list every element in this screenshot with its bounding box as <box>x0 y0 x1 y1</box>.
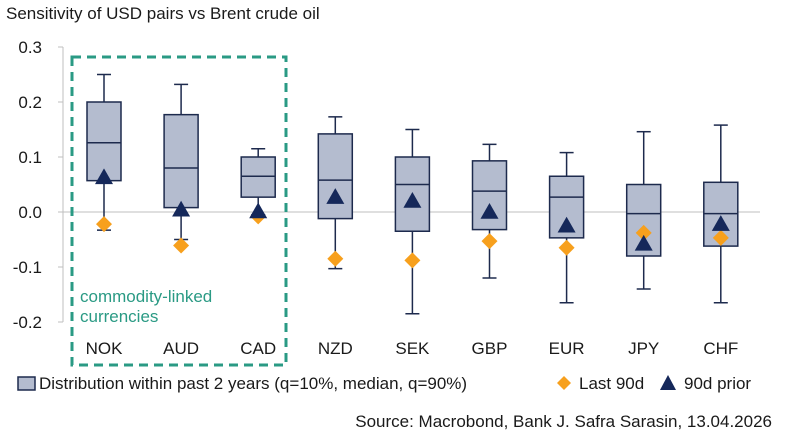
box-gbp <box>471 160 508 231</box>
prior-90d-marker <box>480 203 499 219</box>
highlight-label-line1: commodity-linked <box>80 287 212 306</box>
legend-prior-90d-label: 90d prior <box>684 374 751 393</box>
y-tick-label: 0.3 <box>18 38 42 57</box>
prior-90d-marker <box>711 215 730 231</box>
prior-90d-marker <box>557 216 576 233</box>
x-tick-label: NOK <box>86 339 124 358</box>
last-90d-marker <box>481 233 498 250</box>
last-90d-marker <box>96 216 112 233</box>
x-tick-label: CHF <box>703 339 738 358</box>
x-tick-label: SEK <box>395 339 430 358</box>
x-tick-label: JPY <box>628 339 659 358</box>
commodity-highlight-frame <box>70 55 288 367</box>
prior-90d-marker <box>172 200 191 217</box>
prior-90d-marker <box>634 234 653 251</box>
box-aud <box>163 113 199 209</box>
prior-90d-marker <box>403 192 422 208</box>
box-nzd <box>317 133 354 220</box>
x-tick-label: EUR <box>549 339 585 358</box>
last-90d-marker <box>173 237 190 254</box>
boxplot-chart: 0.3 0.2 0.1 0.0 -0.1 -0.2 commodity-linkedcurr… <box>13 38 760 393</box>
x-tick-label: CAD <box>240 339 276 358</box>
box-nok <box>86 101 122 182</box>
legend-prior-90d-swatch <box>660 375 676 390</box>
last-90d-marker <box>327 250 344 267</box>
box-cad <box>240 156 276 198</box>
y-tick-label: -0.1 <box>13 258 42 277</box>
y-tick-label: 0.0 <box>18 203 42 222</box>
y-tick-label: 0.1 <box>18 148 42 167</box>
legend-last-90d-label: Last 90d <box>579 374 644 393</box>
x-tick-label: NZD <box>318 339 353 358</box>
highlight-label-line2: currencies <box>80 307 158 326</box>
legend-box-swatch <box>17 376 36 391</box>
source-note: Source: Macrobond, Bank J. Safra Sarasin… <box>355 412 772 431</box>
legend-distribution-label: Distribution within past 2 years (q=10%,… <box>39 374 467 393</box>
y-tick-label: -0.2 <box>13 313 42 332</box>
prior-90d-marker <box>95 168 113 185</box>
last-90d-marker <box>558 239 575 256</box>
x-tick-label: AUD <box>163 339 199 358</box>
prior-90d-marker <box>326 188 345 204</box>
legend-last-90d-swatch <box>557 376 571 390</box>
y-tick-label: 0.2 <box>18 93 42 112</box>
last-90d-marker <box>712 229 729 246</box>
chart-title: Sensitivity of USD pairs vs Brent crude … <box>6 4 320 23</box>
last-90d-marker <box>404 252 421 269</box>
last-90d-marker <box>635 224 652 241</box>
x-tick-label: GBP <box>472 339 508 358</box>
prior-90d-marker <box>249 202 268 219</box>
